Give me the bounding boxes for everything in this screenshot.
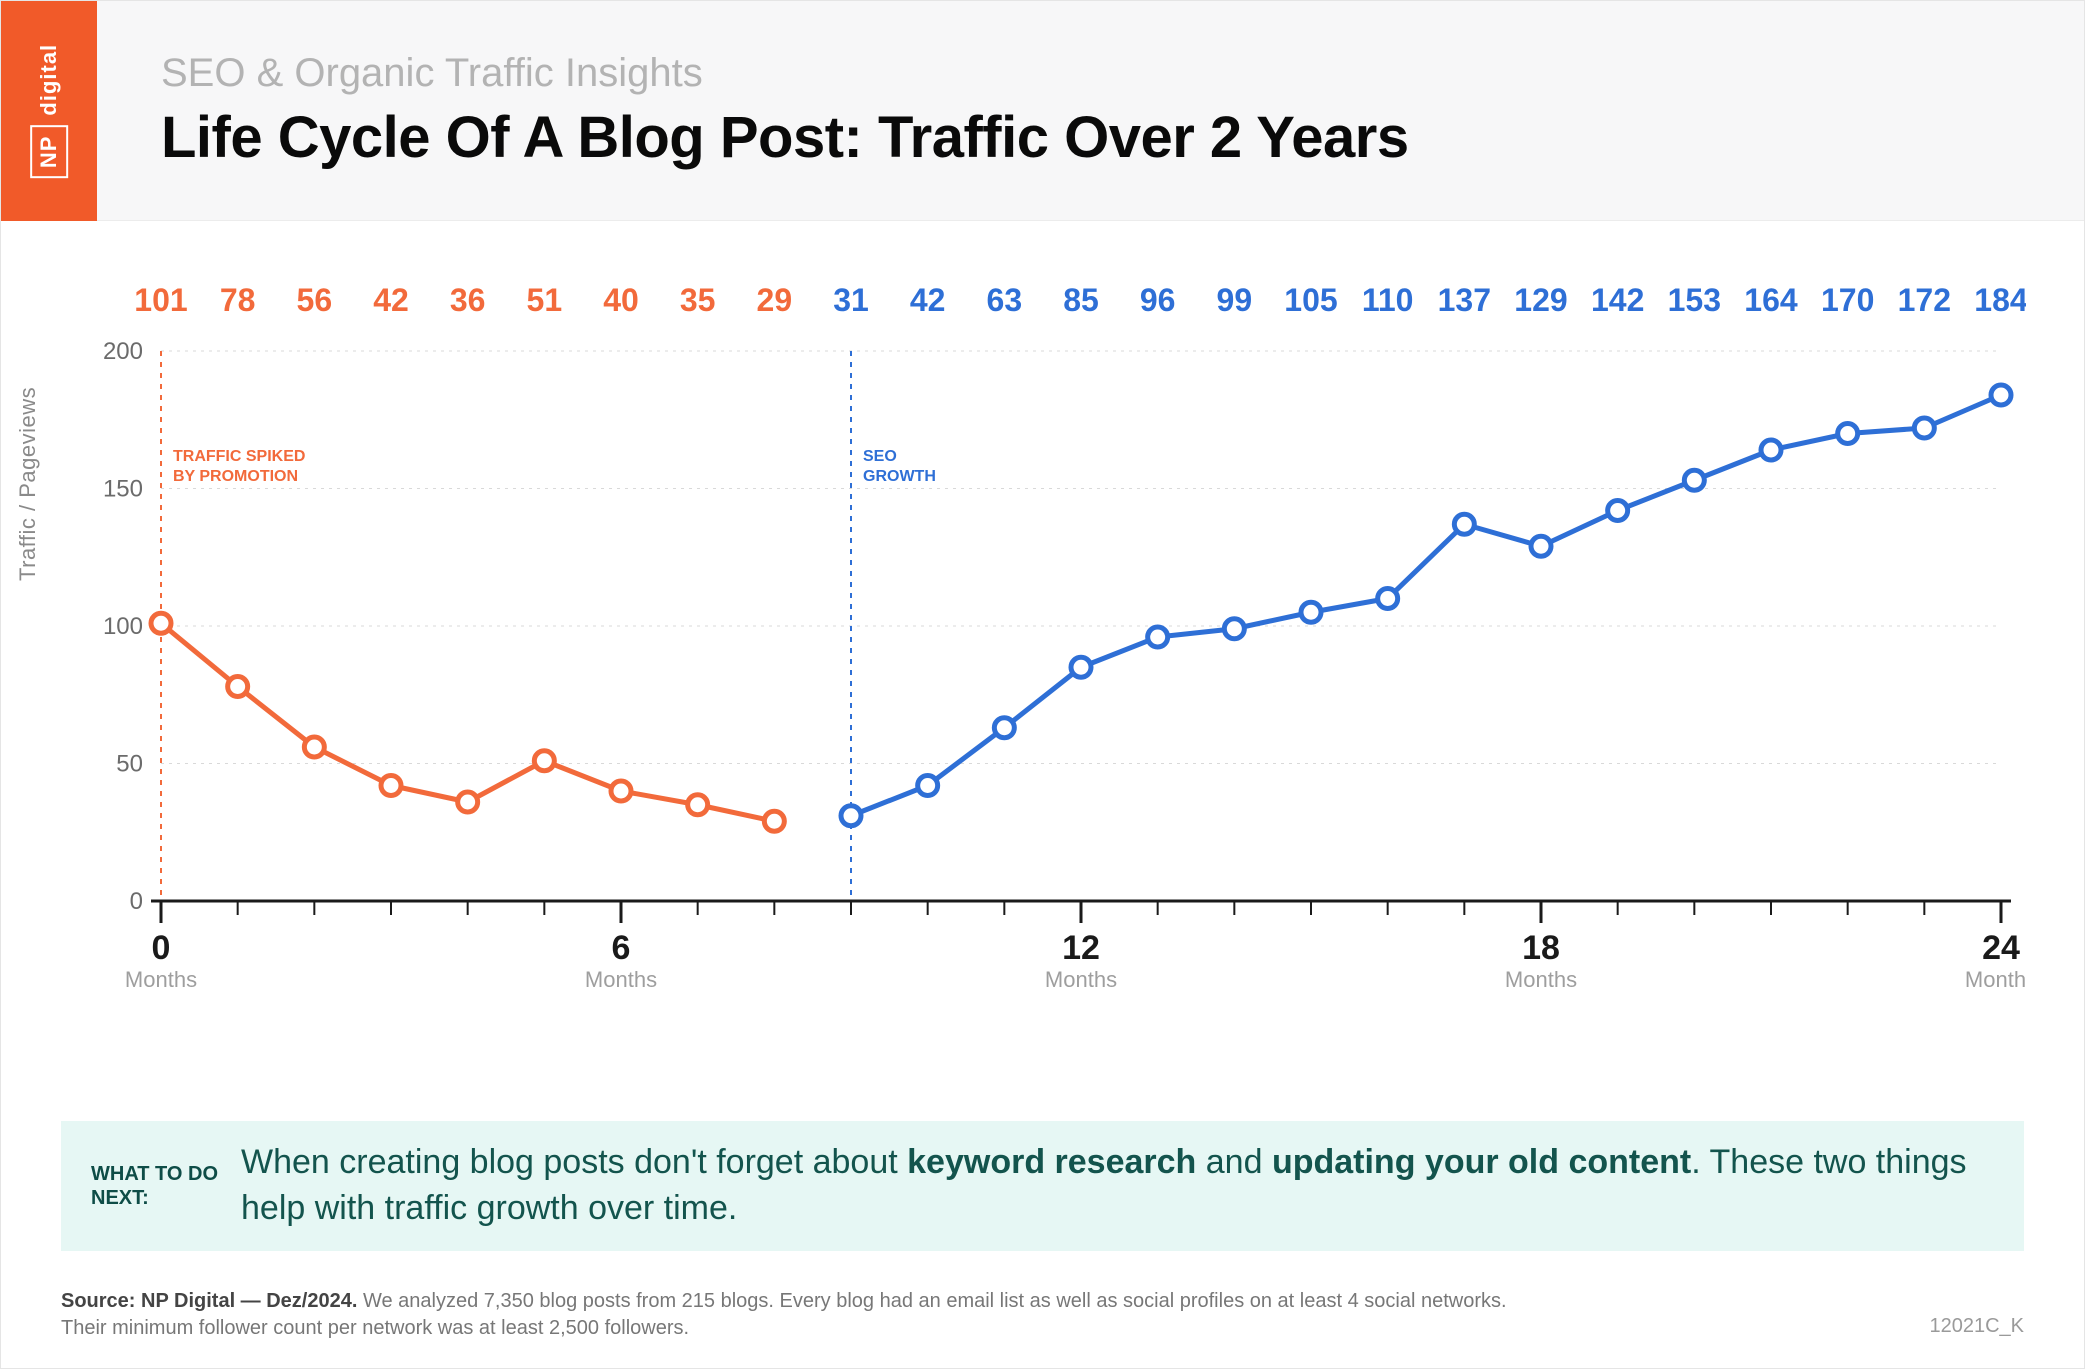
source-rest2: Their minimum follower count per network…: [61, 1317, 689, 1339]
logo-np: NP: [30, 126, 68, 179]
svg-text:SEO: SEO: [863, 448, 897, 465]
svg-text:100: 100: [103, 613, 143, 640]
svg-text:170: 170: [1821, 282, 1874, 318]
svg-text:142: 142: [1591, 282, 1644, 318]
svg-text:110: 110: [1362, 282, 1414, 318]
callout-text-1: When creating blog posts don't forget ab…: [241, 1143, 907, 1181]
svg-text:78: 78: [220, 282, 256, 318]
svg-text:24: 24: [1982, 929, 2020, 967]
svg-text:101: 101: [134, 282, 187, 318]
svg-text:31: 31: [833, 282, 869, 318]
svg-text:Months: Months: [1965, 967, 2026, 992]
svg-text:50: 50: [116, 751, 143, 778]
svg-text:29: 29: [757, 282, 793, 318]
chart-subtitle: SEO & Organic Traffic Insights: [161, 51, 1409, 96]
svg-text:0: 0: [152, 929, 171, 967]
y-axis-label: Traffic / Pageviews: [15, 387, 41, 581]
svg-text:18: 18: [1522, 929, 1560, 967]
svg-text:42: 42: [910, 282, 946, 318]
svg-text:63: 63: [987, 282, 1023, 318]
svg-text:153: 153: [1668, 282, 1721, 318]
brand-logo: NP digital: [1, 1, 97, 221]
svg-text:96: 96: [1140, 282, 1176, 318]
chart-title: Life Cycle Of A Blog Post: Traffic Over …: [161, 104, 1409, 171]
source-name: NP Digital — Dez/2024.: [141, 1290, 357, 1312]
svg-text:Months: Months: [1505, 967, 1577, 992]
callout-kw1: keyword research: [907, 1143, 1196, 1181]
page-root: NP digital SEO & Organic Traffic Insight…: [0, 0, 2085, 1369]
svg-text:51: 51: [527, 282, 563, 318]
svg-text:0: 0: [130, 888, 143, 915]
callout-text-2: and: [1196, 1143, 1272, 1181]
svg-text:Months: Months: [585, 967, 657, 992]
callout-kw2: updating your old content: [1272, 1143, 1691, 1181]
source-label: Source:: [61, 1290, 135, 1312]
svg-text:56: 56: [297, 282, 333, 318]
svg-text:TRAFFIC SPIKED: TRAFFIC SPIKED: [173, 448, 305, 465]
source-line: Source: NP Digital — Dez/2024. We analyz…: [61, 1288, 1507, 1342]
callout-label: WHAT TO DO NEXT:: [61, 1162, 241, 1210]
svg-text:42: 42: [373, 282, 409, 318]
code-tag: 12021C_K: [1929, 1315, 2024, 1338]
svg-text:Months: Months: [1045, 967, 1117, 992]
callout-box: WHAT TO DO NEXT: When creating blog post…: [61, 1121, 2024, 1251]
source-rest1: We analyzed 7,350 blog posts from 215 bl…: [363, 1290, 1507, 1312]
line-chart-svg: 0501001502000Months6Months12Months18Mont…: [61, 261, 2026, 1021]
svg-text:172: 172: [1898, 282, 1951, 318]
svg-text:150: 150: [103, 476, 143, 503]
titles: SEO & Organic Traffic Insights Life Cycl…: [161, 51, 1409, 171]
svg-text:164: 164: [1744, 282, 1798, 318]
header-band: NP digital SEO & Organic Traffic Insight…: [1, 1, 2084, 221]
svg-text:GROWTH: GROWTH: [863, 468, 936, 485]
svg-text:Months: Months: [125, 967, 197, 992]
svg-text:99: 99: [1217, 282, 1253, 318]
svg-text:85: 85: [1063, 282, 1099, 318]
svg-text:40: 40: [603, 282, 639, 318]
svg-text:BY PROMOTION: BY PROMOTION: [173, 468, 298, 485]
svg-text:12: 12: [1062, 929, 1100, 967]
svg-text:6: 6: [612, 929, 631, 967]
svg-text:36: 36: [450, 282, 486, 318]
svg-text:35: 35: [680, 282, 716, 318]
svg-text:184: 184: [1974, 282, 2026, 318]
logo-digital: digital: [36, 44, 62, 116]
svg-text:200: 200: [103, 338, 143, 365]
svg-text:105: 105: [1284, 282, 1337, 318]
callout-body: When creating blog posts don't forget ab…: [241, 1140, 2024, 1232]
svg-text:137: 137: [1438, 282, 1491, 318]
svg-text:129: 129: [1514, 282, 1567, 318]
chart-area: 0501001502000Months6Months12Months18Mont…: [61, 261, 2026, 1021]
